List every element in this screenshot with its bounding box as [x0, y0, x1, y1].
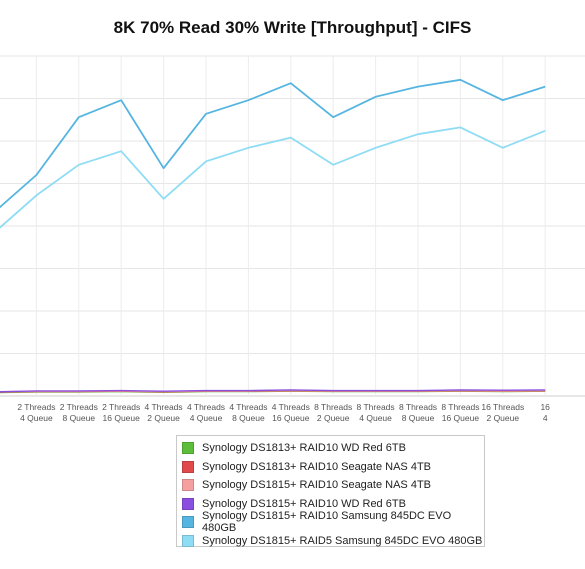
legend-label: Synology DS1813+ RAID10 Seagate NAS 4TB [202, 460, 431, 473]
x-tick-label: 8 Threads [357, 402, 395, 412]
series-line-5 [0, 78, 546, 209]
legend-item: Synology DS1815+ RAID5 Samsung 845DC EVO… [182, 532, 484, 551]
legend-swatch [182, 516, 194, 529]
legend-item: Synology DS1815+ RAID10 Samsung 845DC EV… [182, 510, 484, 535]
legend-item: Synology DS1813+ RAID10 WD Red 6TB [182, 439, 484, 458]
x-tick-label: 2 Queue [147, 413, 180, 423]
x-tick-label: 4 Queue [359, 413, 392, 423]
x-tick-label: 2 Threads [102, 402, 140, 412]
x-tick-label: 16 Queue [272, 413, 310, 423]
x-tick-label: 8 Threads [441, 402, 479, 412]
legend-swatch [182, 442, 194, 455]
x-tick-label: 4 [543, 413, 548, 423]
series-line-6 [0, 126, 546, 229]
series-line-4 [0, 389, 546, 393]
x-tick-label: 16 Queue [103, 413, 141, 423]
legend: Synology DS1813+ RAID10 WD Red 6TB Synolo… [176, 435, 485, 547]
x-tick-label: 4 Threads [272, 402, 310, 412]
legend-label: Synology DS1815+ RAID10 WD Red 6TB [202, 497, 406, 510]
legend-item: Synology DS1815+ RAID10 WD Red 6TB [182, 495, 484, 514]
x-tick-label: 16 Threads [481, 402, 524, 412]
legend-swatch [182, 534, 194, 547]
x-tick-label: 8 Threads [314, 402, 352, 412]
legend-label: Synology DS1813+ RAID10 WD Red 6TB [202, 442, 406, 455]
series-lines [0, 78, 546, 394]
legend-item: Synology DS1815+ RAID10 Seagate NAS 4TB [182, 476, 484, 495]
x-tick-label: 8 Threads [399, 402, 437, 412]
legend-label: Synology DS1815+ RAID5 Samsung 845DC EVO… [202, 534, 483, 547]
legend-swatch [182, 497, 194, 510]
legend-label: Synology DS1815+ RAID10 Samsung 845DC EV… [202, 510, 452, 535]
legend-swatch [182, 460, 194, 473]
x-tick-label: 4 Threads [229, 402, 267, 412]
x-tick-label: 8 Queue [62, 413, 95, 423]
x-tick-label: 2 Queue [317, 413, 350, 423]
legend-item: Synology DS1813+ RAID10 Seagate NAS 4TB [182, 458, 484, 477]
x-tick-label: 4 Queue [20, 413, 53, 423]
x-tick-label: 2 Threads [17, 402, 55, 412]
x-tick-label: 4 Threads [187, 402, 225, 412]
legend-swatch [182, 479, 194, 492]
x-tick-label: 16 Queue [442, 413, 480, 423]
grid [0, 55, 585, 397]
x-tick-label: 8 Queue [232, 413, 265, 423]
x-tick-label: 2 Threads [60, 402, 98, 412]
x-tick-label: 16 [540, 402, 550, 412]
x-tick-label: 4 Queue [190, 413, 223, 423]
x-tick-label: 4 Threads [145, 402, 183, 412]
x-tick-label: 2 Queue [486, 413, 519, 423]
chart-title: 8K 70% Read 30% Write [Throughput] - CIF… [113, 18, 472, 37]
x-tick-label: 8 Queue [402, 413, 435, 423]
legend-label: Synology DS1815+ RAID10 Seagate NAS 4TB [202, 479, 431, 492]
